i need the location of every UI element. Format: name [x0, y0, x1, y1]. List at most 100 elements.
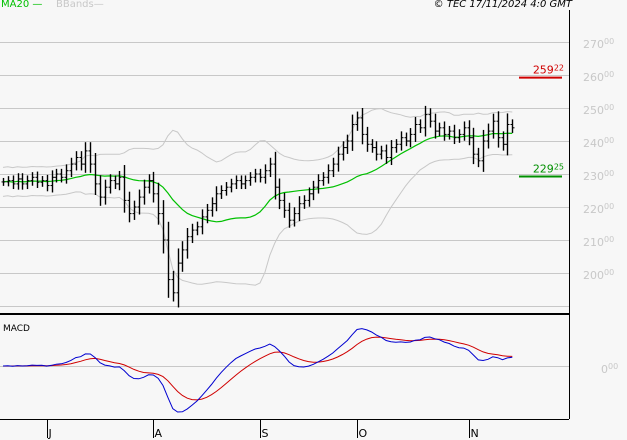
price-bar	[132, 200, 137, 220]
bband-lower	[2, 154, 513, 286]
price-bars	[1, 105, 515, 308]
price-level-label: 25922	[533, 64, 564, 77]
price-bar	[253, 168, 258, 183]
price-bar	[117, 170, 122, 191]
y-tick-label: 26000	[583, 70, 614, 84]
price-bar	[64, 164, 69, 184]
price-bar	[137, 189, 142, 215]
price-bar	[505, 113, 510, 156]
price-bar	[1, 177, 6, 186]
price-bar	[491, 113, 496, 139]
price-bar	[379, 145, 384, 160]
price-bar	[83, 142, 88, 173]
price-bar	[98, 175, 103, 206]
price-bar	[74, 151, 79, 171]
price-bar	[423, 105, 428, 137]
price-bar	[292, 207, 297, 227]
price-bar	[496, 111, 501, 148]
price-bar	[214, 186, 219, 212]
price-bar	[360, 108, 365, 145]
ma20-legend: MA20 —	[1, 0, 43, 10]
x-tick-label: S	[262, 427, 269, 440]
price-bar	[79, 151, 84, 171]
price-bar	[336, 146, 341, 172]
price-bar	[239, 175, 244, 190]
price-bar	[486, 123, 491, 149]
bollinger-bands	[2, 108, 513, 286]
macd-tick-fraction: 00	[608, 362, 618, 371]
price-bar	[331, 157, 336, 178]
y-tick-fraction: 00	[604, 202, 614, 211]
price-bar	[302, 195, 307, 209]
bbands-legend: BBands—	[56, 0, 104, 10]
price-bar	[108, 174, 113, 194]
y-tick-fraction: 00	[604, 70, 614, 79]
price-bar	[501, 131, 506, 151]
price-bar	[326, 164, 331, 184]
price-bar	[45, 174, 50, 192]
macd-tick-label: 000	[601, 362, 618, 376]
price-bar	[40, 176, 45, 187]
price-bar	[54, 168, 59, 183]
price-bar	[471, 127, 476, 165]
macd-panel: 000	[0, 328, 618, 413]
price-bar	[389, 140, 394, 166]
price-bar	[88, 142, 93, 173]
y-tick-fraction: 00	[604, 103, 614, 112]
bbands-legend-label: BBands	[56, 0, 94, 10]
y-tick-label: 24000	[583, 136, 614, 150]
price-bar	[374, 141, 379, 161]
price-bar	[408, 128, 413, 148]
ma20-line	[2, 132, 513, 223]
price-bar	[25, 175, 30, 190]
y-tick-fraction: 00	[604, 136, 614, 145]
price-bar	[316, 174, 321, 194]
copyright-text: © TEC 17/11/2024 4:0 GMT	[433, 0, 572, 10]
ma20-path	[2, 132, 513, 223]
y-tick-fraction: 00	[604, 37, 614, 46]
price-bar	[210, 197, 215, 217]
price-grid	[0, 42, 569, 307]
price-bar	[59, 168, 64, 183]
price-bar	[93, 153, 98, 195]
price-level-fraction: 25	[554, 162, 564, 171]
price-bar	[156, 182, 161, 225]
price-bar	[370, 139, 375, 153]
price-bar	[297, 196, 302, 222]
price-bar	[11, 175, 16, 190]
price-bar	[147, 174, 152, 194]
y-tick-fraction: 00	[604, 169, 614, 178]
price-bar	[69, 157, 74, 178]
price-bar	[142, 179, 147, 205]
price-bar	[428, 108, 433, 128]
price-levels: 25922 22925	[519, 64, 564, 178]
price-bar	[180, 241, 185, 272]
price-bar	[200, 209, 205, 235]
y-tick-label: 20000	[583, 268, 614, 282]
x-tick-label: A	[155, 427, 163, 440]
price-bar	[263, 164, 268, 184]
price-bar	[462, 121, 467, 141]
y-tick-fraction: 00	[604, 235, 614, 244]
price-bar	[273, 151, 278, 200]
price-bar	[311, 180, 316, 201]
price-bar	[224, 182, 229, 196]
price-bar	[205, 203, 210, 224]
price-bar	[307, 187, 312, 207]
price-bar	[35, 171, 40, 188]
x-tick-label: N	[471, 427, 479, 440]
price-bar	[467, 120, 472, 146]
price-bar	[418, 119, 423, 133]
price-bar	[127, 191, 132, 223]
price-bar	[384, 144, 389, 164]
price-bar	[282, 192, 287, 218]
macd-title: MACD	[3, 324, 30, 334]
y-tick-fraction: 00	[604, 268, 614, 277]
price-bar	[399, 131, 404, 151]
price-bar	[442, 121, 447, 141]
price-bar	[258, 168, 263, 183]
price-bar	[287, 202, 292, 228]
price-bar	[151, 171, 156, 203]
price-bar	[447, 125, 452, 140]
